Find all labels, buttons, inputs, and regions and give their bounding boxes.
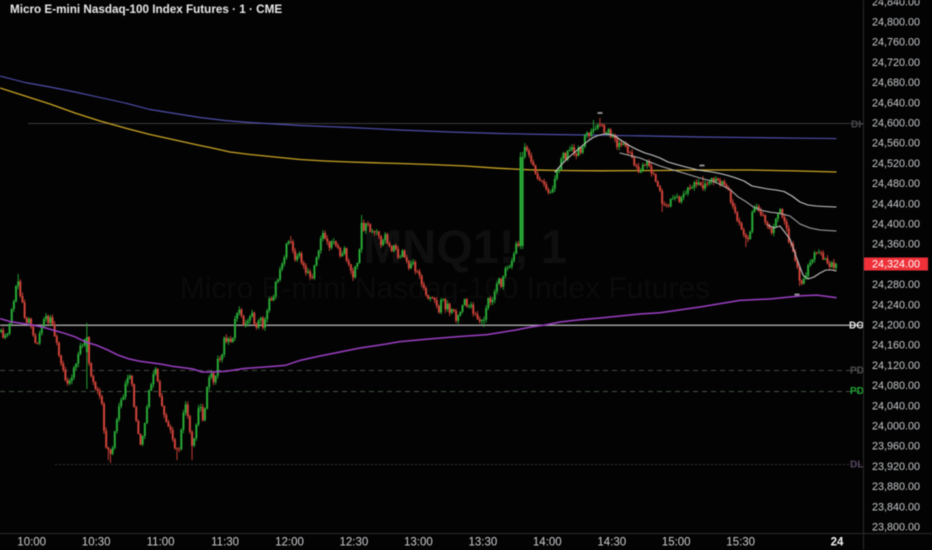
svg-text:13:30: 13:30 <box>469 537 498 549</box>
svg-text:MNQ1!, 1: MNQ1!, 1 <box>363 220 567 273</box>
svg-text:Micro E-mini Nasdaq-100 Index: Micro E-mini Nasdaq-100 Index Futures · … <box>10 3 282 16</box>
svg-text:DL: DL <box>850 460 863 471</box>
svg-text:24,720.00: 24,720.00 <box>872 57 920 69</box>
svg-text:15:30: 15:30 <box>726 537 755 549</box>
svg-text:11:00: 11:00 <box>147 537 175 549</box>
svg-text:23,960.00: 23,960.00 <box>872 441 920 453</box>
svg-text:24,480.00: 24,480.00 <box>872 178 920 190</box>
svg-text:24,400.00: 24,400.00 <box>872 219 920 231</box>
svg-text:24,120.00: 24,120.00 <box>872 360 920 372</box>
svg-text:DH: DH <box>851 120 865 131</box>
svg-text:11:30: 11:30 <box>211 537 239 549</box>
svg-text:12:00: 12:00 <box>275 537 304 549</box>
svg-text:24,680.00: 24,680.00 <box>872 77 920 89</box>
svg-text:24,640.00: 24,640.00 <box>872 97 920 109</box>
svg-text:14:30: 14:30 <box>597 537 626 549</box>
svg-text:24,360.00: 24,360.00 <box>872 239 920 251</box>
svg-text:24,080.00: 24,080.00 <box>872 380 920 392</box>
svg-text:10:00: 10:00 <box>17 537 46 549</box>
svg-text:23,880.00: 23,880.00 <box>872 481 920 493</box>
svg-text:13:00: 13:00 <box>404 537 433 549</box>
svg-text:23,800.00: 23,800.00 <box>872 522 920 534</box>
svg-text:24,324.00: 24,324.00 <box>872 259 920 271</box>
svg-text:24,000.00: 24,000.00 <box>872 421 920 433</box>
svg-text:24,440.00: 24,440.00 <box>872 198 920 210</box>
svg-text:24,560.00: 24,560.00 <box>872 138 920 150</box>
svg-text:24,200.00: 24,200.00 <box>872 320 920 332</box>
svg-text:24,240.00: 24,240.00 <box>872 299 920 311</box>
svg-text:23,840.00: 23,840.00 <box>872 501 920 513</box>
svg-text:12:30: 12:30 <box>340 537 369 549</box>
svg-text:24,280.00: 24,280.00 <box>872 279 920 291</box>
svg-text:PDC: PDC <box>850 386 871 397</box>
svg-text:PDL: PDL <box>850 366 870 377</box>
svg-text:24,800.00: 24,800.00 <box>872 17 920 29</box>
svg-text:24,840.00: 24,840.00 <box>872 0 920 8</box>
svg-text:14:00: 14:00 <box>533 537 562 549</box>
svg-text:24,160.00: 24,160.00 <box>872 340 920 352</box>
svg-text:24,760.00: 24,760.00 <box>872 37 920 49</box>
svg-text:DO: DO <box>849 321 864 332</box>
svg-text:24,600.00: 24,600.00 <box>872 118 920 130</box>
svg-text:24,040.00: 24,040.00 <box>872 400 920 412</box>
svg-text:24,520.00: 24,520.00 <box>872 158 920 170</box>
svg-text:23,920.00: 23,920.00 <box>872 461 920 473</box>
svg-text:10:30: 10:30 <box>82 537 111 549</box>
svg-text:15:00: 15:00 <box>662 537 691 549</box>
svg-text:24: 24 <box>831 537 844 549</box>
